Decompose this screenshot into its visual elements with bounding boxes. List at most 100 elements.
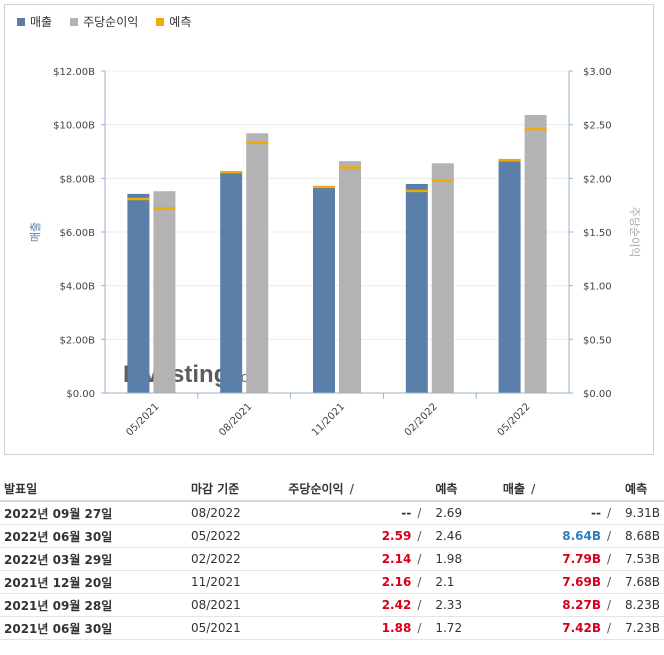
earnings-chart: 매출 주당순이익 예측 $0.00 $2.00B $4.00B $6.00B $8.00… (4, 4, 654, 455)
row-eps-cell: -- / (284, 501, 432, 525)
row-eps: -- (401, 506, 412, 520)
header-date[interactable]: 발표일 (0, 476, 187, 502)
table-row: 2021년 06월 30일 05/2021 1.88 / 1.72 7.42B / 7.23B (0, 616, 664, 640)
header-eps[interactable]: 주당순이익 / (284, 476, 432, 502)
table-row: 2022년 03월 29일 02/2022 2.14 / 1.98 7.79B / 7.53B (0, 547, 664, 571)
legend-item-eps[interactable]: 주당순이익 (70, 13, 138, 30)
table-body: 2022년 09월 27일 08/2022 --/2.69 --/9.31B 2022년… (0, 501, 664, 640)
revenue-bar (498, 161, 521, 393)
y2-tick-label: $2.50 (583, 121, 612, 132)
header-period[interactable]: 마감 기준 (186, 476, 285, 502)
revenue-bar (405, 183, 428, 393)
header-revenue-forecast[interactable]: 예측 (621, 476, 664, 502)
row-eps: 2.42 (381, 598, 412, 612)
row-revenue-cell: 7.79B / (498, 547, 622, 571)
y-tick-label: $10.00B (53, 121, 95, 132)
header-eps-slash: / (349, 481, 354, 496)
row-revenue: 8.27B (562, 598, 601, 612)
x-tick-label: 05/2022 (496, 401, 533, 438)
row-eps-forecast: 2.33 (431, 593, 499, 617)
row-revenue-slash: / (607, 552, 612, 566)
row-revenue: 7.79B (562, 552, 601, 566)
legend-label-forecast: 예측 (169, 15, 192, 29)
y2-tick-label: $3.00 (583, 67, 612, 78)
row-eps-forecast: 1.72 (431, 616, 499, 640)
header-revenue-label: 매출 (502, 481, 525, 496)
row-revenue: -- (591, 506, 601, 520)
revenue-bar (220, 171, 243, 393)
eps-bar (246, 133, 269, 393)
row-revenue-cell: -- / (498, 501, 622, 525)
legend-swatch-forecast (156, 17, 165, 26)
row-revenue-slash: / (607, 598, 612, 612)
row-period: 08/2021 (186, 593, 285, 617)
row-revenue-forecast: 9.31B (621, 501, 664, 525)
row-eps-cell: 2.14 / (284, 547, 432, 571)
row-eps-forecast: 2.1 (431, 570, 499, 594)
chart-legend: 매출 주당순이익 예측 (17, 13, 191, 30)
legend-swatch-eps (70, 17, 79, 26)
revenue-bar (313, 186, 335, 393)
row-revenue-forecast: 8.68B (621, 524, 664, 548)
legend-swatch-revenue (17, 17, 25, 26)
row-eps-slash: / (417, 552, 422, 566)
row-date: 2021년 09월 28일 (0, 593, 187, 617)
y-tick-label: $12.00B (53, 67, 95, 78)
row-date: 2021년 06월 30일 (0, 616, 187, 640)
eps-forecast-mark (431, 179, 454, 182)
y2-tick-label: $0.50 (583, 335, 612, 346)
row-date: 2021년 12월 20일 (0, 570, 187, 594)
row-eps: 2.16 (381, 575, 412, 589)
table-header-row: 발표일 마감 기준 주당순이익 / 예측 매출 / 예측 (0, 476, 664, 502)
row-period: 05/2022 (186, 524, 285, 548)
legend-item-revenue[interactable]: 매출 (17, 13, 52, 30)
row-revenue: 7.69B (562, 575, 601, 589)
row-revenue: 7.42B (562, 621, 601, 635)
row-revenue-cell: 8.27B / (498, 593, 622, 617)
eps-forecast-mark (339, 166, 361, 169)
revenue-bar (127, 193, 150, 393)
legend-label-eps: 주당순이익 (83, 15, 139, 29)
row-eps-slash: / (417, 598, 422, 612)
legend-item-forecast[interactable]: 예측 (156, 13, 191, 30)
y2-tick-label: $1.00 (583, 282, 612, 293)
row-revenue-forecast: 7.23B (621, 616, 664, 640)
y2-tick-label: $0.00 (583, 389, 612, 400)
row-revenue-forecast: 8.23B (621, 593, 664, 617)
row-date: 2022년 03월 29일 (0, 547, 187, 571)
row-revenue-slash: / (607, 621, 612, 635)
row-eps: 2.59 (381, 529, 412, 543)
earnings-table: 발표일 마감 기준 주당순이익 / 예측 매출 / 예측 2022년 09월 27일… (0, 476, 664, 640)
y2-tick-label: $2.00 (583, 174, 612, 185)
row-revenue-slash: / (607, 529, 612, 543)
eps-bar (339, 161, 361, 393)
row-eps-slash: / (417, 506, 422, 520)
row-eps-cell: 2.59 / (284, 524, 432, 548)
row-date: 2022년 09월 27일 (0, 501, 187, 525)
row-eps-cell: 1.88 / (284, 616, 432, 640)
row-eps-cell: 2.42 / (284, 593, 432, 617)
row-date: 2022년 06월 30일 (0, 524, 187, 548)
x-tick-label: 08/2021 (217, 401, 254, 438)
row-period: 11/2021 (186, 570, 285, 594)
row-period: 05/2021 (186, 616, 285, 640)
revenue-forecast-mark (405, 189, 428, 193)
header-eps-forecast[interactable]: 예측 (431, 476, 499, 502)
table-row: 2022년 09월 27일 08/2022 -- / 2.69 -- / 9.31B (0, 501, 664, 525)
table-row: 2022년 06월 30일 05/2022 2.59 / 2.46 8.64B / 8.68B (0, 524, 664, 548)
header-revenue-slash: / (530, 481, 536, 496)
row-eps-slash: / (417, 575, 422, 589)
row-eps-slash: / (417, 621, 422, 635)
y-axis-title: 매출 (29, 222, 42, 242)
row-period: 08/2022 (186, 501, 285, 525)
table-row: 2021년 12월 20일 11/2021 2.16 / 2.1 7.69B / 7.68B (0, 570, 664, 594)
row-revenue-slash: / (607, 506, 612, 520)
row-revenue-forecast: 7.68B (621, 570, 664, 594)
eps-bar (431, 163, 454, 393)
x-tick-label: 11/2021 (310, 401, 347, 438)
row-eps-forecast: 2.46 (431, 524, 499, 548)
revenue-forecast-mark (220, 170, 243, 174)
row-eps-slash: / (417, 529, 422, 543)
header-eps-label: 주당순이익 (288, 481, 344, 496)
header-revenue[interactable]: 매출 / (498, 476, 622, 502)
